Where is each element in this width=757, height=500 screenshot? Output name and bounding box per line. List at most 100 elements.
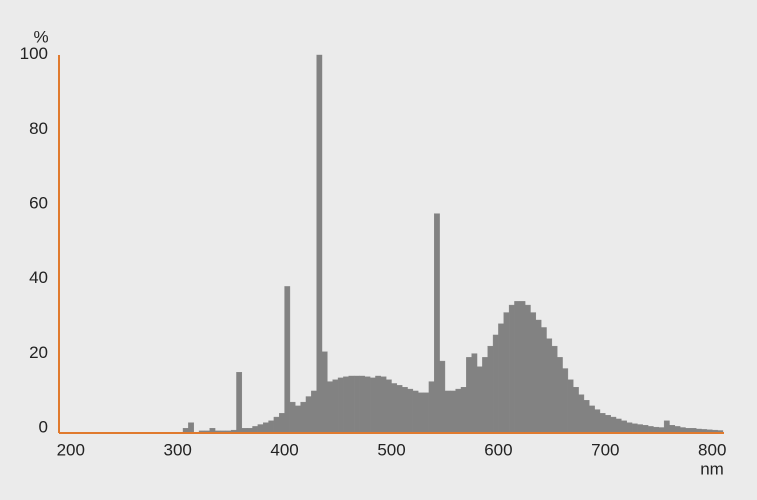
bar (492, 334, 499, 433)
bar (353, 375, 360, 433)
bar (615, 418, 622, 433)
bar (524, 304, 531, 433)
bar (423, 392, 430, 433)
bar (225, 430, 232, 433)
bar (375, 375, 382, 433)
bar (263, 422, 269, 433)
bar (658, 427, 665, 433)
bar (209, 428, 216, 433)
bar (653, 426, 659, 433)
bar (220, 430, 226, 433)
bar (257, 424, 264, 433)
bar (455, 388, 462, 433)
bar (369, 377, 376, 433)
bar (557, 357, 563, 433)
bar (610, 416, 617, 433)
bar (503, 312, 510, 433)
bar (546, 338, 553, 433)
bar (690, 428, 697, 433)
bar (567, 379, 574, 433)
x-tick-label: 700 (591, 440, 619, 459)
y-tick-label: 60 (29, 194, 48, 213)
bar (663, 420, 670, 433)
bar (295, 405, 301, 433)
bar (621, 420, 627, 433)
bar (279, 413, 285, 433)
bar (412, 390, 419, 433)
bar (717, 430, 724, 433)
x-tick-label: 600 (484, 440, 512, 459)
bar (450, 390, 456, 433)
bar (599, 413, 606, 433)
x-tick-label: 800 (698, 440, 726, 459)
bar (701, 429, 708, 433)
bar (401, 387, 408, 433)
bar (482, 357, 488, 433)
x-tick-label: 300 (163, 440, 191, 459)
bar (466, 357, 472, 433)
bar (535, 319, 542, 433)
bar (305, 396, 312, 433)
bar (444, 390, 451, 433)
bar (573, 387, 579, 433)
bar (348, 375, 355, 433)
bar (439, 360, 446, 433)
bar (669, 425, 676, 433)
bar (241, 428, 248, 433)
bar (476, 366, 483, 433)
bar (642, 425, 649, 433)
bar (428, 381, 435, 433)
bar (637, 424, 643, 433)
x-tick-label: 500 (377, 440, 405, 459)
bar (578, 394, 585, 433)
bar (407, 388, 414, 433)
bar (706, 429, 713, 433)
x-tick-label: 200 (57, 440, 85, 459)
bar (514, 301, 520, 433)
bar (583, 400, 590, 433)
y-tick-label: 40 (29, 268, 48, 287)
bar (327, 381, 333, 433)
bar (589, 405, 595, 433)
x-unit: nm (700, 459, 724, 478)
bar (230, 429, 237, 433)
bar (418, 392, 424, 433)
bar (385, 379, 392, 433)
bar (551, 345, 558, 433)
bar (337, 377, 344, 433)
bar (380, 376, 387, 433)
bar (562, 368, 569, 433)
y-tick-label: 0 (39, 417, 48, 436)
bar (674, 426, 681, 433)
bar (343, 376, 349, 433)
bar (252, 426, 259, 433)
bar (647, 426, 654, 433)
bar (214, 430, 221, 433)
y-unit: % (33, 27, 48, 46)
bar (685, 428, 692, 433)
bar (198, 430, 205, 433)
bar (321, 351, 328, 433)
y-tick-label: 80 (29, 119, 48, 138)
y-tick-label: 20 (29, 343, 48, 362)
bar (188, 422, 194, 433)
bar (332, 379, 339, 433)
bar (594, 409, 601, 433)
bar (626, 422, 633, 433)
x-tick-label: 400 (270, 440, 298, 459)
bar (246, 428, 253, 433)
bar (284, 286, 291, 433)
bar (460, 387, 467, 433)
bar (359, 375, 365, 433)
y-tick-label: 100 (20, 44, 48, 63)
bar (236, 372, 243, 433)
bar (396, 385, 403, 433)
bar (471, 353, 478, 433)
bar (696, 428, 702, 433)
bar (316, 54, 323, 433)
bar (311, 390, 317, 433)
bar (273, 416, 280, 433)
bar (300, 401, 307, 433)
bar (508, 304, 515, 433)
